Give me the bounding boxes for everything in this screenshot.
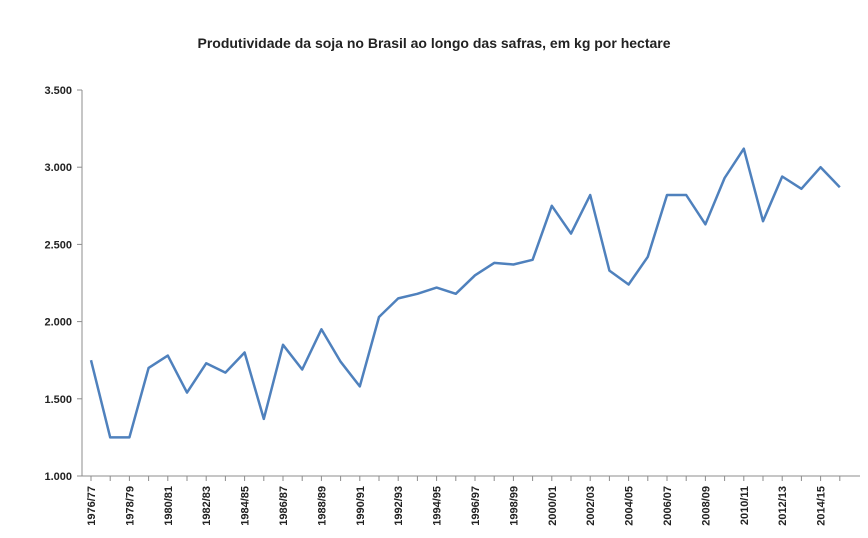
y-axis: 1.000 1.500 2.000 2.500 3.000 3.500 bbox=[44, 85, 83, 483]
x-tick-label: 2006/07 bbox=[662, 486, 674, 526]
x-tick-label: 1982/83 bbox=[201, 486, 213, 526]
x-tick-label: 1978/79 bbox=[124, 486, 136, 526]
x-tick-label: 2010/11 bbox=[739, 486, 751, 525]
x-tick-label: 1976/77 bbox=[86, 486, 98, 526]
series-line bbox=[89, 147, 841, 439]
x-tick-label: 1990/91 bbox=[355, 486, 367, 526]
x-tick-label: 2002/03 bbox=[585, 486, 597, 526]
series-group bbox=[89, 147, 841, 439]
x-tick-label: 2004/05 bbox=[624, 486, 636, 526]
x-axis: 1976/77 1978/79 1980/81 1982/83 1984/85 1986/… bbox=[82, 475, 860, 526]
x-tick-label: 1988/89 bbox=[316, 486, 328, 526]
x-tick-label: 2008/09 bbox=[700, 486, 712, 526]
x-tick-label: 2000/01 bbox=[547, 486, 559, 526]
y-tick-label: 1.500 bbox=[44, 394, 72, 406]
x-tick-label: 2012/13 bbox=[777, 486, 789, 526]
y-tick-label: 2.500 bbox=[44, 239, 72, 251]
y-tick-label: 1.000 bbox=[44, 471, 72, 483]
x-tick-label: 1986/87 bbox=[278, 486, 290, 526]
chart-title: Produtividade da soja no Brasil ao longo… bbox=[197, 35, 671, 51]
x-tick-label: 1994/95 bbox=[432, 486, 444, 526]
x-tick-label: 1992/93 bbox=[393, 486, 405, 526]
x-tick-label: 2014/15 bbox=[816, 486, 828, 526]
x-tick-label: 1998/99 bbox=[508, 486, 520, 526]
y-tick-label: 2.000 bbox=[44, 317, 72, 329]
x-tick-label: 1980/81 bbox=[163, 486, 175, 526]
y-tick-label: 3.500 bbox=[44, 85, 72, 97]
x-tick-label: 1984/85 bbox=[240, 486, 252, 526]
y-tick-label: 3.000 bbox=[44, 162, 72, 174]
x-tick-label: 1996/97 bbox=[470, 486, 482, 526]
